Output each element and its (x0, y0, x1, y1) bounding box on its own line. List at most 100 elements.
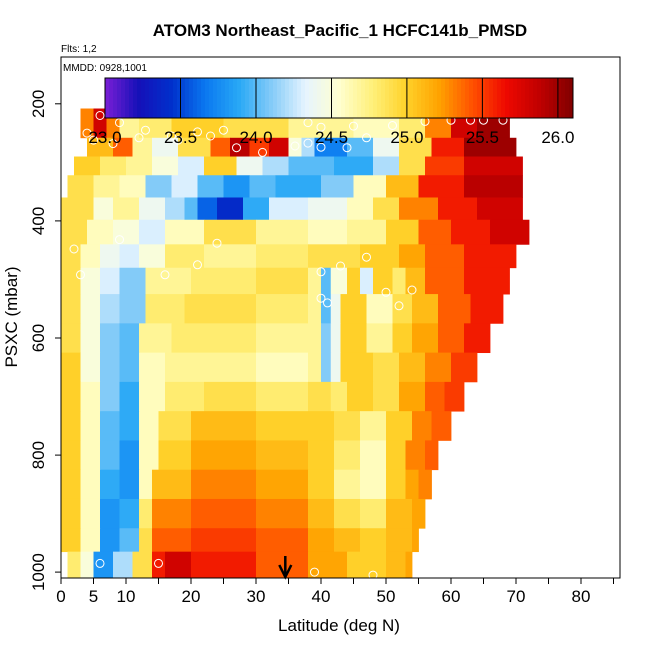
heatmap-cell (360, 244, 400, 269)
heatmap-cell (444, 381, 465, 412)
sample-point (316, 293, 326, 303)
colorbar-cell (353, 78, 358, 118)
colorbar-cell (229, 78, 234, 118)
heatmap-cell (308, 381, 332, 412)
heatmap-cell (93, 175, 120, 198)
heatmap-cell (230, 137, 250, 157)
heatmap-cell (139, 528, 153, 553)
colorbar-cell (221, 78, 226, 118)
sample-point (258, 147, 267, 157)
colorbar-cell (293, 78, 298, 118)
colorbar-cell (445, 78, 450, 118)
heatmap-cell (275, 175, 322, 198)
heatmap-cell (334, 156, 374, 176)
colorbar-cell (417, 78, 422, 118)
heatmap-cell (269, 197, 309, 221)
sample-point (193, 127, 202, 137)
heatmap-cell (119, 352, 140, 383)
heatmap-cell (392, 267, 406, 295)
colorbar-cell (181, 78, 186, 118)
heatmap-cell (119, 294, 146, 324)
sample-point (310, 567, 319, 577)
sample-point (212, 238, 222, 248)
heatmap-cell (139, 411, 159, 441)
colorbar-cell (297, 78, 302, 118)
heatmap-cell (171, 323, 257, 354)
heatmap-cell (330, 352, 341, 383)
heatmap-cell (249, 137, 270, 157)
heatmap-cell (386, 440, 406, 471)
colorbar-cell (381, 78, 386, 118)
heatmap-cell (80, 244, 101, 269)
sample-point (336, 261, 345, 271)
colorbar-cell (153, 78, 158, 118)
y-tick-label: 200 (29, 90, 48, 118)
heatmap-cell (405, 469, 419, 500)
arrow-head (278, 564, 293, 580)
colorbar-cell (249, 78, 254, 118)
sample-point (394, 301, 404, 311)
y-axis: 200 400 600 800 1000 (29, 57, 62, 591)
heatmap-cell (113, 197, 140, 221)
heatmap-cell (405, 440, 426, 471)
heatmap-cell (438, 294, 471, 324)
heatmap-cell (425, 440, 439, 471)
colorbar-cell (265, 78, 270, 118)
heatmap-cell (100, 528, 120, 553)
heatmap-cell (197, 175, 224, 198)
colorbar-cell (273, 78, 278, 118)
colorbar-cell (497, 78, 502, 118)
heatmap-cell (340, 294, 367, 324)
heatmap-cell (165, 352, 257, 383)
x-tick-label: 50 (377, 587, 396, 606)
colorbar-cell (457, 78, 462, 118)
heatmap-cell (165, 197, 185, 221)
heatmap-cell (256, 551, 309, 579)
x-tick-label: 0 (56, 587, 65, 606)
heatmap-cell (308, 294, 322, 324)
sample-point (290, 141, 300, 151)
heatmap-cell (360, 528, 387, 553)
heatmap-cell (399, 381, 426, 412)
sample-point (303, 118, 313, 128)
heatmap-cell (139, 244, 166, 269)
heatmap-cell (191, 267, 257, 295)
colorbar-cell (333, 78, 338, 118)
colorbar-cell (133, 78, 138, 118)
colorbar-cell (313, 78, 318, 118)
heatmap-cell (204, 219, 257, 245)
heatmap-cell (61, 323, 81, 354)
sample-point (69, 244, 79, 254)
sample-point (95, 111, 105, 120)
heatmap-cell (386, 528, 413, 553)
heatmap-cell (256, 294, 309, 324)
heatmap-cell (100, 469, 120, 500)
heatmap-cell (412, 323, 439, 354)
heatmap-cell (139, 323, 172, 354)
colorbar-cell (389, 78, 394, 118)
heatmap-cell (236, 156, 263, 176)
heatmap-cell (119, 498, 140, 529)
heatmap-cell (204, 381, 257, 412)
heatmap-cell (334, 440, 361, 471)
heatmap-cell (386, 219, 419, 245)
flights-label: Flts: 1,2 (61, 44, 97, 55)
heatmap-cell (100, 381, 120, 412)
heatmap-cell (412, 498, 426, 529)
colorbar-cell (385, 78, 390, 118)
heatmap-cell (145, 267, 192, 295)
heatmap-cell (412, 411, 432, 441)
colorbar-cell (325, 78, 330, 118)
colorbar-cell (525, 78, 530, 118)
colorbar-cell (165, 78, 170, 118)
sample-point (381, 287, 391, 297)
heatmap-cell (61, 469, 81, 500)
heatmap-cell (288, 156, 335, 176)
heatmap-cell (366, 323, 393, 354)
heatmap-cell (119, 244, 140, 269)
heatmap-cell (152, 156, 179, 176)
heatmap-cell (61, 197, 94, 221)
heatmap-cell (100, 244, 120, 269)
colorbar-cell (261, 78, 266, 118)
colorbar: 23.0 23.5 24.0 24.5 25.0 25.5 26.0 (88, 77, 574, 147)
